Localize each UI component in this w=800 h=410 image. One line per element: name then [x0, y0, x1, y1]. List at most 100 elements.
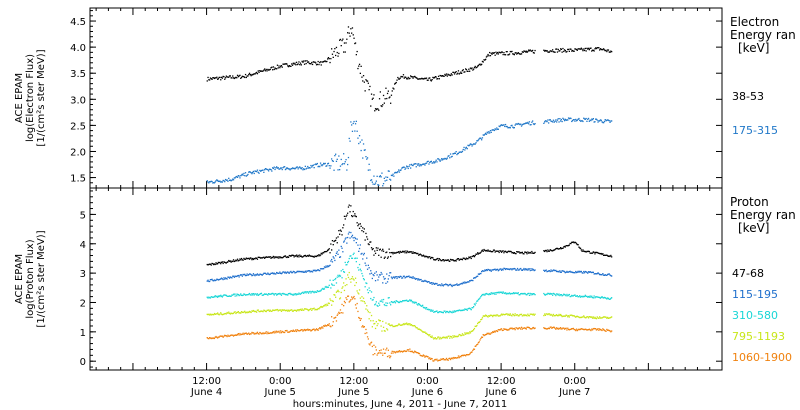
data-point	[263, 333, 265, 335]
data-point	[443, 158, 445, 160]
data-point	[477, 342, 480, 344]
data-point	[552, 270, 554, 272]
data-point	[277, 167, 279, 169]
data-point	[461, 70, 464, 72]
data-point	[425, 332, 427, 334]
data-point	[550, 269, 552, 271]
data-point	[429, 161, 432, 163]
data-point	[335, 153, 337, 155]
data-point	[366, 80, 369, 82]
data-point	[474, 325, 476, 327]
data-point	[442, 75, 444, 77]
data-point	[244, 293, 246, 296]
data-point	[228, 179, 231, 181]
data-point	[458, 333, 460, 336]
data-point	[534, 294, 536, 296]
data-point	[376, 354, 378, 356]
data-point	[480, 251, 482, 253]
data-point	[599, 252, 601, 255]
data-point	[461, 309, 464, 312]
data-point	[213, 77, 216, 80]
data-point	[580, 47, 582, 49]
data-point	[509, 127, 511, 129]
data-point	[263, 309, 265, 311]
data-point	[423, 355, 425, 357]
data-point	[438, 359, 440, 361]
data-point	[232, 260, 234, 263]
data-point	[237, 274, 239, 277]
data-point	[479, 339, 481, 341]
data-point	[384, 98, 386, 100]
data-point	[511, 50, 513, 53]
data-point	[230, 295, 232, 297]
data-point	[389, 96, 391, 98]
data-point	[418, 328, 420, 330]
data-point	[437, 259, 440, 262]
data-point	[555, 119, 557, 121]
data-point	[272, 309, 274, 311]
data-point	[508, 126, 511, 129]
data-point	[453, 284, 456, 286]
data-point	[399, 169, 401, 171]
data-point	[268, 332, 271, 334]
proton-y-axis-title-line: [1/(cm²s ster MeV)]	[36, 230, 47, 327]
data-point	[219, 76, 221, 79]
data-point	[291, 271, 294, 274]
data-point	[303, 292, 305, 294]
data-point	[366, 236, 368, 238]
data-point	[280, 257, 283, 259]
data-point	[395, 276, 397, 278]
data-point	[491, 53, 493, 55]
data-point	[559, 314, 561, 317]
data-point	[373, 94, 375, 96]
data-point	[602, 297, 604, 299]
data-point	[548, 313, 551, 315]
data-point	[561, 51, 563, 53]
data-point	[425, 162, 427, 165]
data-point	[565, 119, 567, 121]
data-point	[591, 329, 594, 331]
data-point	[499, 125, 501, 128]
data-point	[381, 273, 383, 275]
data-point	[414, 163, 416, 165]
data-point	[348, 231, 350, 233]
data-point	[287, 331, 289, 333]
data-point	[259, 293, 261, 295]
data-point	[544, 270, 546, 272]
data-point	[468, 307, 470, 310]
data-point	[513, 54, 515, 56]
data-point	[492, 315, 494, 318]
electron-y-axis-title-line: [1/(cm²s ster MeV)]	[36, 49, 47, 146]
data-point	[222, 313, 224, 316]
data-point	[332, 279, 334, 281]
data-point	[449, 153, 452, 155]
data-point	[307, 255, 310, 257]
data-point	[303, 255, 305, 257]
data-point	[268, 310, 271, 312]
data-point	[339, 275, 342, 277]
data-point	[297, 309, 299, 311]
data-point	[477, 252, 479, 254]
data-point	[351, 257, 354, 259]
data-point	[330, 243, 332, 245]
data-point	[516, 123, 519, 125]
data-point	[278, 65, 280, 67]
data-point	[308, 270, 310, 272]
data-point	[222, 278, 224, 281]
data-point	[242, 75, 244, 78]
data-point	[256, 293, 259, 295]
data-point	[410, 324, 412, 326]
data-point	[498, 251, 500, 254]
data-point	[252, 309, 255, 312]
data-point	[209, 181, 212, 183]
data-point	[347, 261, 349, 264]
data-point	[481, 249, 484, 251]
data-point	[491, 269, 493, 271]
data-point	[248, 292, 251, 295]
data-point	[373, 344, 375, 346]
data-point	[279, 67, 281, 69]
data-point	[287, 271, 289, 273]
data-point	[515, 327, 517, 329]
data-point	[490, 292, 492, 294]
proton-legend-title-line: [keV]	[738, 221, 769, 235]
